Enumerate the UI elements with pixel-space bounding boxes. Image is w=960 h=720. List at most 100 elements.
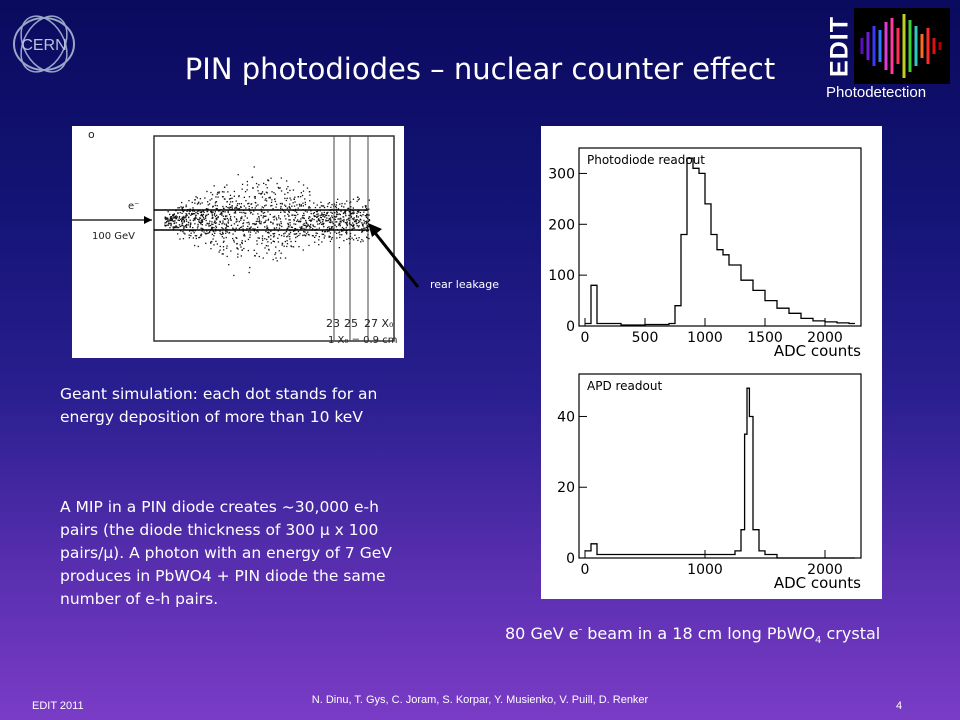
edit-subtitle: Photodetection — [826, 84, 927, 101]
sim-dot — [256, 252, 258, 255]
sim-dot — [266, 227, 268, 229]
sim-dot — [235, 200, 237, 202]
sim-dot — [300, 196, 302, 198]
sim-dot — [197, 223, 199, 226]
sim-dot — [285, 205, 287, 207]
sim-dot — [197, 225, 199, 227]
sim-dot — [294, 240, 297, 243]
sim-dot — [264, 247, 266, 249]
sim-dot — [325, 214, 328, 216]
sim-dot — [272, 236, 275, 238]
sim-dot — [302, 224, 304, 226]
sim-dot — [351, 228, 353, 230]
sim-dot — [230, 250, 232, 252]
sim-dot — [183, 228, 185, 230]
sim-dot — [302, 184, 305, 186]
sim-dot — [259, 220, 261, 222]
sim-dot — [321, 218, 323, 221]
sim-dot — [222, 220, 224, 222]
sim-dot — [365, 205, 367, 207]
sim-dot — [284, 193, 286, 195]
sim-dot — [329, 240, 331, 243]
sim-dot — [228, 232, 230, 234]
sim-dot — [276, 219, 278, 221]
sim-dot — [213, 235, 215, 237]
sim-dot — [215, 230, 217, 232]
sim-dot — [338, 222, 340, 225]
sim-dot — [242, 222, 245, 224]
sim-dot — [209, 199, 211, 201]
sim-dot — [278, 217, 280, 219]
sim-dot — [362, 225, 364, 227]
sim-dot — [219, 232, 221, 235]
sim-dot — [329, 217, 332, 219]
sim-dot — [257, 204, 259, 206]
sim-dot — [266, 252, 268, 254]
sim-dot — [183, 221, 185, 223]
sim-dot — [345, 215, 347, 217]
sim-dot — [348, 223, 351, 225]
sim-dot — [222, 253, 224, 255]
sim-dot — [236, 242, 238, 245]
sim-dot — [207, 223, 209, 225]
sim-dot — [261, 206, 263, 208]
sim-dot — [215, 207, 217, 210]
sim-dot — [210, 224, 212, 227]
y-tick-label: 200 — [548, 217, 575, 233]
sim-dot — [265, 198, 267, 200]
sim-dot — [172, 226, 174, 228]
sim-dot — [222, 222, 224, 224]
sim-dot — [264, 199, 266, 201]
sim-dot — [364, 227, 366, 229]
sim-dot — [207, 232, 209, 234]
sim-dot — [186, 223, 188, 226]
sim-dot — [344, 211, 346, 214]
sim-dot — [322, 221, 324, 223]
sim-dot — [294, 210, 296, 212]
sim-dot — [323, 226, 325, 228]
sim-dot — [276, 224, 278, 226]
sim-dot — [330, 211, 332, 214]
sim-dot — [363, 211, 365, 213]
sim-dot — [226, 225, 228, 227]
sim-dot — [206, 230, 208, 232]
sim-dot — [222, 196, 224, 198]
sim-dot — [336, 215, 338, 217]
sim-dot — [213, 231, 215, 233]
sim-dot — [265, 191, 268, 193]
sim-dot — [335, 201, 338, 204]
sim-dot — [233, 274, 235, 277]
sim-dot — [168, 220, 170, 222]
sim-dot — [246, 184, 249, 186]
sim-dot — [327, 226, 329, 229]
sim-dot — [253, 230, 255, 232]
sim-dot — [262, 239, 264, 241]
sim-dot — [342, 227, 345, 230]
sim-dot — [246, 189, 248, 191]
sim-dot — [366, 227, 368, 229]
sim-dot — [330, 206, 332, 208]
sim-dot — [208, 203, 211, 205]
sim-dot — [185, 215, 187, 217]
sim-dot — [358, 220, 360, 222]
sim-dot — [300, 218, 302, 220]
sim-dot — [323, 213, 325, 216]
sim-dot — [281, 203, 283, 205]
y-tick-label: 100 — [548, 268, 575, 284]
sim-dot — [280, 211, 282, 213]
sim-dot — [299, 226, 301, 228]
sim-dot — [229, 217, 231, 220]
sim-dot — [290, 199, 292, 201]
sim-dot — [339, 223, 341, 225]
sim-dot — [288, 226, 290, 228]
sim-dot — [341, 219, 343, 222]
sim-dot — [275, 206, 277, 208]
sim-dot — [237, 253, 239, 255]
sim-dot — [238, 195, 240, 198]
sim-dot — [256, 240, 258, 242]
sim-dot — [336, 213, 338, 215]
sim-dot — [228, 198, 231, 200]
sim-dot — [360, 241, 362, 243]
sim-dot — [274, 200, 276, 203]
sim-dot — [169, 217, 172, 219]
